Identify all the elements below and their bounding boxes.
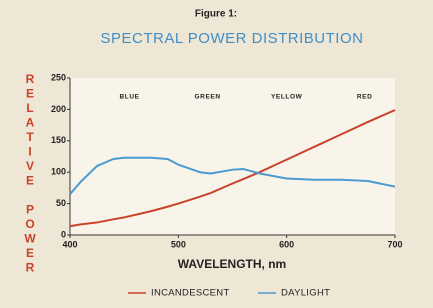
chart-title: Figure 1: <box>195 9 237 20</box>
chart-subtitle: SPECTRAL POWER DISTRIBUTION <box>101 30 364 47</box>
region-label: GREEN <box>195 94 221 101</box>
y-tick-label: 250 <box>51 72 66 82</box>
x-tick-label: 600 <box>279 239 294 249</box>
plot-area <box>70 78 395 235</box>
y-tick-label: 100 <box>51 167 66 177</box>
x-tick-label: 400 <box>62 239 77 249</box>
y-axis-label: RELATIVE POWER <box>23 72 37 275</box>
region-label: BLUE <box>120 94 140 101</box>
legend-label: INCANDESCENT <box>151 288 230 299</box>
region-label: YELLOW <box>271 94 303 101</box>
y-tick-label: 150 <box>51 135 66 145</box>
y-tick-label: 50 <box>56 198 66 208</box>
legend-label: DAYLIGHT <box>281 288 330 299</box>
x-axis-label: WAVELENGTH, nm <box>178 257 286 271</box>
x-tick-label: 700 <box>387 239 402 249</box>
line <box>69 156 396 195</box>
region-label: RED <box>357 94 373 101</box>
line <box>69 109 396 228</box>
x-tick-label: 500 <box>171 239 186 249</box>
y-tick-label: 0 <box>61 229 66 239</box>
y-tick-label: 200 <box>51 104 66 114</box>
